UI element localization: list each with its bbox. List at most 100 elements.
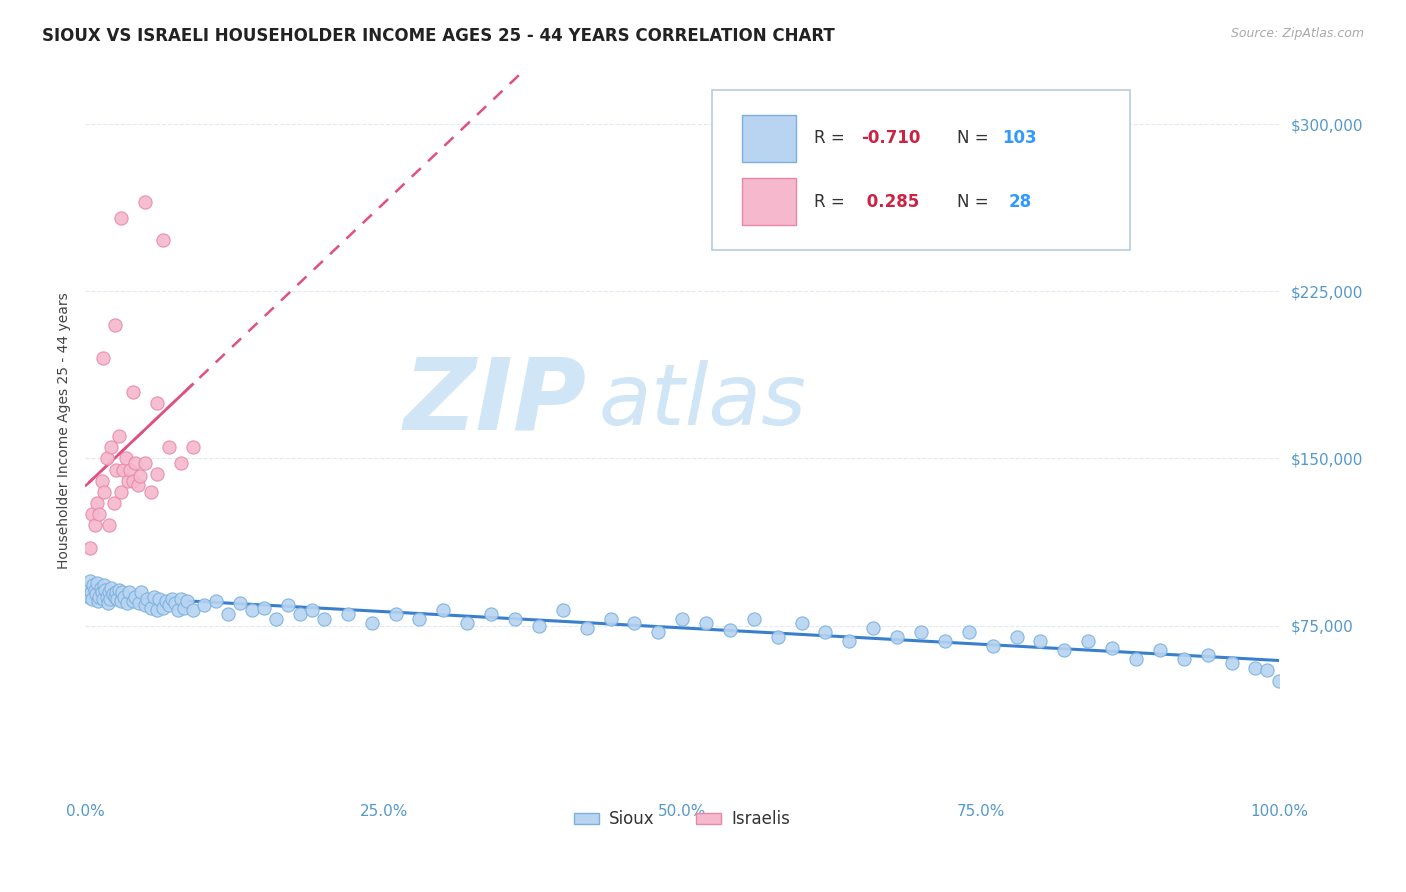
Point [128, 596, 150, 610]
Point [91, 351, 114, 366]
Point [121, 474, 143, 488]
Point [94, 582, 117, 597]
Point [89, 590, 111, 604]
Point [1125, 652, 1147, 666]
Text: R =: R = [814, 193, 849, 211]
Point [169, 456, 191, 470]
Point [181, 603, 204, 617]
Point [157, 440, 180, 454]
Point [145, 395, 167, 409]
Point [107, 429, 129, 443]
Point [155, 594, 177, 608]
Point [790, 616, 813, 631]
Point [129, 585, 152, 599]
Point [110, 211, 132, 225]
Point [121, 594, 143, 608]
Point [1101, 640, 1123, 655]
Point [718, 623, 741, 637]
Text: Source: ZipAtlas.com: Source: ZipAtlas.com [1230, 27, 1364, 40]
Point [124, 456, 146, 470]
Point [143, 590, 166, 604]
Text: 28: 28 [1008, 193, 1032, 211]
Point [112, 462, 135, 476]
Point [105, 585, 128, 599]
Point [84, 587, 107, 601]
Point [193, 599, 215, 613]
Point [169, 591, 191, 606]
Point [1256, 663, 1278, 677]
Point [336, 607, 359, 622]
Point [80, 585, 103, 599]
Point [360, 616, 382, 631]
Text: R =: R = [814, 129, 849, 147]
Point [90, 581, 112, 595]
Point [82, 578, 104, 592]
Point [599, 612, 621, 626]
Point [647, 625, 669, 640]
Point [82, 591, 104, 606]
Point [1268, 674, 1291, 689]
Point [145, 603, 167, 617]
Point [77, 590, 100, 604]
Point [79, 541, 101, 555]
Point [115, 596, 138, 610]
Point [114, 590, 136, 604]
Point [862, 621, 884, 635]
Point [107, 582, 129, 597]
Point [162, 591, 184, 606]
Point [129, 469, 152, 483]
Point [139, 600, 162, 615]
Point [288, 607, 311, 622]
Point [90, 585, 112, 599]
Point [148, 591, 170, 606]
Point [127, 478, 149, 492]
Point [118, 585, 141, 599]
FancyBboxPatch shape [711, 90, 1130, 250]
Text: N =: N = [957, 129, 994, 147]
Text: 103: 103 [1002, 129, 1036, 147]
Text: 0.285: 0.285 [862, 193, 920, 211]
Point [503, 612, 526, 626]
Point [96, 590, 118, 604]
Point [312, 612, 335, 626]
Text: -0.710: -0.710 [862, 129, 921, 147]
Point [229, 596, 252, 610]
Point [934, 634, 956, 648]
Point [695, 616, 717, 631]
Point [86, 496, 108, 510]
Point [134, 599, 156, 613]
Point [136, 591, 159, 606]
Point [886, 630, 908, 644]
Point [1005, 630, 1028, 644]
Point [671, 612, 693, 626]
Point [408, 612, 430, 626]
Point [814, 625, 837, 640]
Point [100, 581, 122, 595]
Text: atlas: atlas [599, 360, 807, 443]
Text: SIOUX VS ISRAELI HOUSEHOLDER INCOME AGES 25 - 44 YEARS CORRELATION CHART: SIOUX VS ISRAELI HOUSEHOLDER INCOME AGES… [42, 27, 835, 45]
Point [97, 518, 120, 533]
Point [205, 594, 228, 608]
Point [101, 587, 124, 601]
Point [167, 603, 190, 617]
FancyBboxPatch shape [742, 114, 796, 161]
Point [152, 600, 174, 615]
Point [264, 612, 287, 626]
Point [91, 591, 114, 606]
Point [105, 591, 128, 606]
Text: N =: N = [957, 193, 994, 211]
Point [277, 599, 299, 613]
Point [742, 612, 765, 626]
Point [181, 440, 204, 454]
Point [82, 507, 104, 521]
Point [90, 474, 112, 488]
Point [551, 603, 574, 617]
Point [1173, 652, 1195, 666]
Text: ZIP: ZIP [404, 353, 586, 450]
Point [111, 585, 134, 599]
Point [93, 484, 115, 499]
Point [110, 594, 132, 608]
Point [456, 616, 478, 631]
Point [83, 518, 105, 533]
Point [301, 603, 323, 617]
